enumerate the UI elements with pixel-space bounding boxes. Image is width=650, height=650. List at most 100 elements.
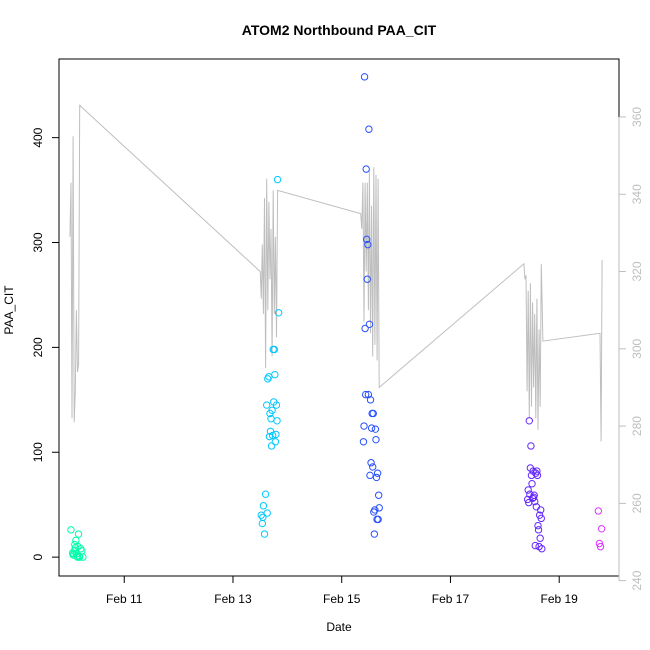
data-point: [260, 530, 269, 538]
secondary-line: [69, 104, 603, 442]
data-point: [270, 345, 279, 354]
data-point: [364, 240, 372, 249]
data-point: [371, 506, 379, 514]
x-axis-label: Date: [326, 620, 352, 634]
data-point: [374, 491, 383, 499]
data-point: [369, 409, 377, 418]
data-point: [258, 519, 267, 528]
data-point: [272, 401, 281, 409]
data-point: [271, 370, 279, 379]
data-point: [531, 497, 539, 506]
data-point: [538, 545, 546, 553]
y-tick-label: 400: [31, 127, 45, 147]
data-point: [262, 401, 271, 409]
data-point: [268, 431, 277, 440]
y-tick-label: 0: [31, 553, 45, 560]
data-point: [373, 469, 382, 477]
y-axis-label: PAA_CIT: [2, 285, 16, 335]
data-point: [596, 542, 605, 551]
data-point: [78, 547, 86, 555]
data-point: [259, 502, 268, 510]
y2-tick-label: 360: [630, 107, 644, 127]
data-point: [534, 521, 542, 530]
data-point: [369, 463, 377, 471]
data-point: [273, 175, 282, 184]
y-axis: 0 100 200 300 400: [31, 127, 60, 560]
data-point: [74, 530, 83, 538]
data-point: [363, 275, 371, 283]
data-point: [533, 467, 541, 475]
data-point: [537, 506, 545, 514]
data-point: [372, 435, 380, 444]
data-point: [268, 406, 276, 415]
data-point: [274, 309, 283, 317]
data-point: [261, 490, 270, 498]
data-point: [367, 424, 376, 432]
y2-tick-label: 340: [630, 184, 644, 204]
data-point: [365, 125, 373, 133]
data-point: [531, 541, 539, 550]
data-point: [72, 536, 80, 545]
data-point: [67, 526, 75, 534]
right-axis: 240 260 280 300 320 340 360: [618, 107, 644, 591]
data-point: [363, 235, 371, 244]
data-point: [367, 459, 375, 467]
data-point: [527, 442, 535, 450]
x-tick-label: Feb 13: [214, 592, 252, 606]
data-point: [75, 553, 84, 561]
data-point: [259, 513, 267, 521]
data-point: [375, 504, 383, 512]
x-tick-label: Feb 15: [323, 592, 361, 606]
data-point: [525, 417, 533, 425]
data-point: [362, 165, 370, 173]
x-tick-label: Feb 11: [106, 592, 143, 606]
data-point: [359, 438, 368, 446]
secondary-line-series: [69, 104, 603, 442]
data-point: [594, 507, 603, 515]
data-point: [365, 320, 374, 329]
scatter-points: [67, 73, 606, 561]
data-point: [361, 324, 369, 333]
data-point: [366, 471, 374, 480]
data-point: [371, 425, 380, 433]
y2-tick-label: 320: [630, 261, 644, 281]
x-tick-label: Feb 17: [432, 592, 470, 606]
data-point: [366, 396, 375, 404]
data-point: [361, 390, 370, 399]
data-point: [360, 422, 368, 430]
data-point: [595, 539, 604, 548]
data-point: [528, 480, 536, 488]
data-point: [372, 473, 381, 482]
data-point: [534, 526, 543, 534]
y2-tick-label: 240: [630, 570, 644, 590]
data-point: [265, 432, 274, 441]
data-point: [73, 553, 82, 561]
data-point: [374, 515, 382, 524]
y-tick-label: 200: [31, 337, 45, 357]
data-point: [537, 514, 545, 523]
y2-tick-label: 300: [630, 338, 644, 358]
data-point: [272, 430, 280, 439]
data-point: [265, 373, 273, 381]
data-point: [273, 417, 281, 425]
data-point: [257, 511, 265, 519]
data-point: [536, 534, 544, 542]
chart-title: ATOM2 Northbound PAA_CIT: [242, 22, 437, 38]
data-point: [263, 509, 271, 517]
data-point: [360, 73, 369, 81]
data-point: [597, 525, 606, 533]
y-tick-label: 100: [31, 442, 45, 462]
data-point: [271, 438, 280, 446]
data-point: [524, 486, 532, 494]
data-point: [370, 530, 379, 538]
data-point: [79, 553, 87, 561]
y2-tick-label: 260: [630, 493, 644, 513]
y-tick-label: 300: [31, 232, 45, 252]
data-point: [533, 471, 542, 480]
x-axis: Feb 11 Feb 13 Feb 15 Feb 17 Feb 19: [106, 575, 579, 606]
x-tick-label: Feb 19: [541, 592, 579, 606]
data-point: [266, 427, 275, 435]
data-point: [267, 442, 276, 450]
y2-tick-label: 280: [630, 416, 644, 436]
